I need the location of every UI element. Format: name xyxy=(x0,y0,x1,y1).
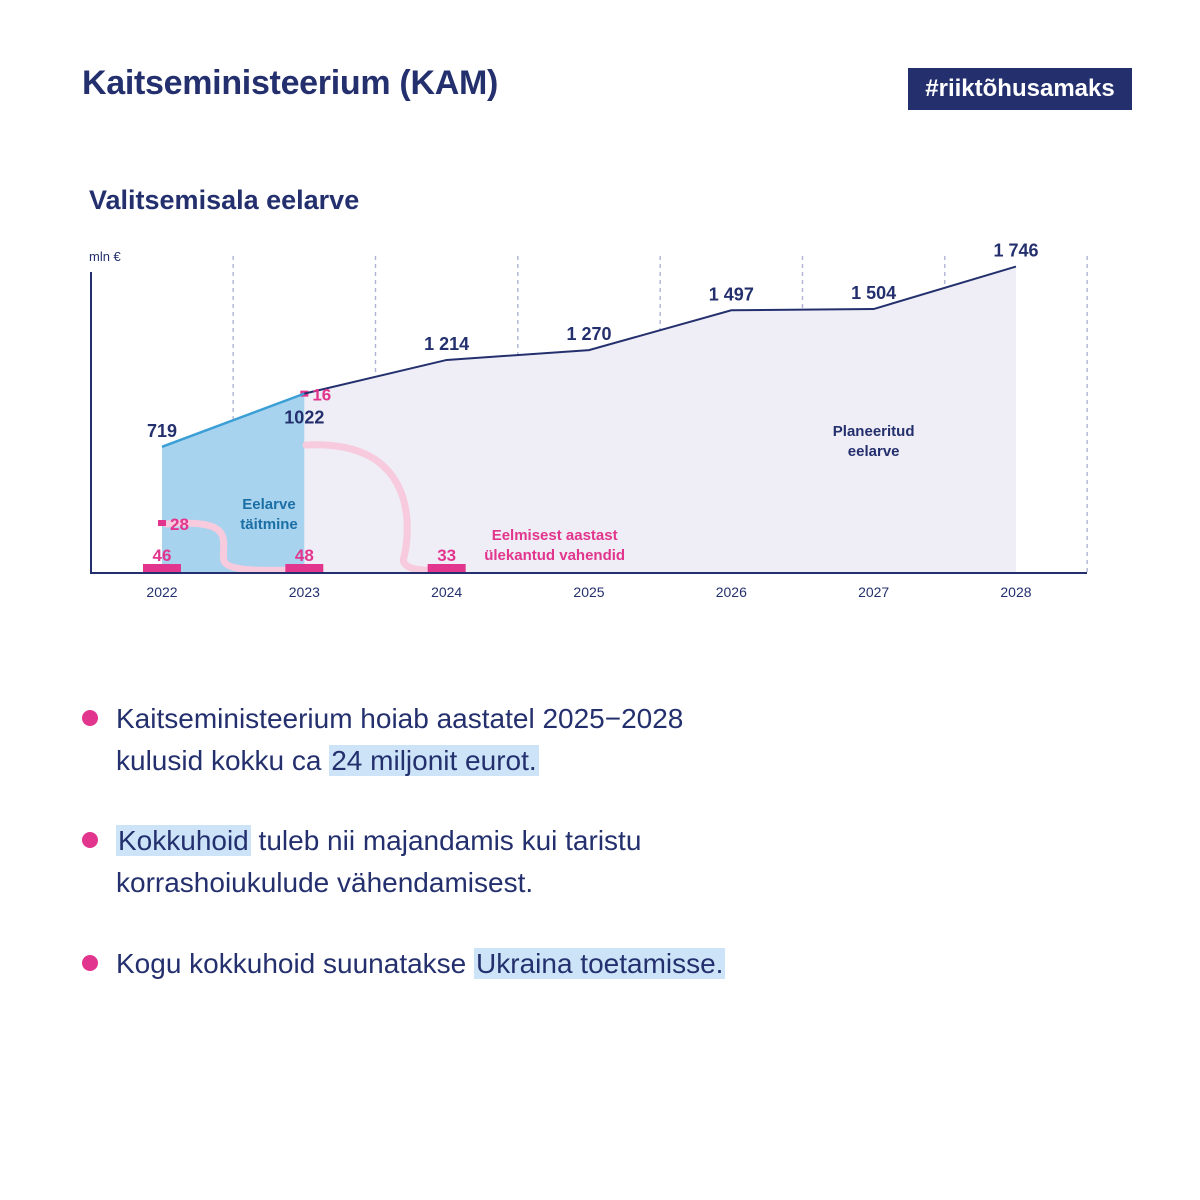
highlighted-text: 24 miljonit eurot. xyxy=(329,745,539,776)
data-label: 719 xyxy=(147,421,177,441)
carryover-curve-2023 xyxy=(302,441,442,574)
bullet-text-segment: kulusid kokku ca xyxy=(116,745,330,776)
carryover-bar xyxy=(427,564,466,573)
x-tick-label: 2023 xyxy=(289,584,320,600)
carryover-value-label: 33 xyxy=(437,546,456,565)
carryover-marker-label: 16 xyxy=(312,386,331,405)
x-tick-label: 2026 xyxy=(716,584,747,600)
bullet-line: Kaitseministeerium hoiab aastatel 2025−2… xyxy=(116,698,976,740)
annotation-label: Eelarve xyxy=(242,496,295,513)
hashtag-badge: #riiktõhusamaks xyxy=(908,68,1132,110)
highlighted-text: Kokkuhoid xyxy=(116,825,251,856)
carryover-marker xyxy=(158,520,166,526)
bullet-line: Kokkuhoid tuleb nii majandamis kui taris… xyxy=(116,820,976,862)
chart-title: Valitsemisala eelarve xyxy=(89,185,360,215)
data-label: 1 270 xyxy=(566,324,611,344)
data-label: 1022 xyxy=(284,408,324,428)
bullet-text-segment: Kogu kokkuhoid suunatakse xyxy=(116,948,475,979)
carryover-curve-2022 xyxy=(162,519,300,574)
annotation-label: Planeeritud xyxy=(833,423,915,440)
data-label: 1 504 xyxy=(851,283,896,303)
bullet-text: Kogu kokkuhoid suunatakse Ukraina toetam… xyxy=(116,943,976,985)
carryover-bar xyxy=(143,564,181,573)
bullet-text: Kokkuhoid tuleb nii majandamis kui taris… xyxy=(116,820,976,904)
x-tick-label: 2025 xyxy=(573,584,604,600)
bullet-dot xyxy=(82,955,98,971)
budget-execution-area xyxy=(162,393,305,573)
carryover-value-label: 46 xyxy=(153,546,172,565)
annotation-label: ülekantud vahendid xyxy=(484,547,625,564)
x-tick-label: 2028 xyxy=(1000,584,1031,600)
data-label: 1 497 xyxy=(709,284,754,304)
bullet-text-segment: tuleb nii majandamis kui taristu xyxy=(250,825,642,856)
planned-budget-line xyxy=(304,265,1017,395)
budget-chart: 46 48 33 28 16 mln € 2022 2023 2024 2025 2026 2027 2… xyxy=(89,241,1088,600)
bullet-dot xyxy=(82,832,98,848)
budget-execution-line xyxy=(161,392,305,448)
planned-budget-area xyxy=(304,266,1016,573)
y-axis-unit: mln € xyxy=(89,249,122,264)
bullet-line: kulusid kokku ca 24 miljonit eurot. xyxy=(116,740,976,782)
annotation-label: täitmine xyxy=(240,516,298,533)
bullet-dot xyxy=(82,710,98,726)
highlighted-text: Ukraina toetamisse. xyxy=(474,948,726,979)
bullet-line: korrashoiukulude vähendamisest. xyxy=(116,862,976,904)
page-title: Kaitseministeerium (KAM) xyxy=(82,64,498,102)
bullet-text-segment: korrashoiukulude vähendamisest. xyxy=(116,867,534,898)
carryover-bar xyxy=(285,564,324,573)
x-tick-label: 2022 xyxy=(146,584,177,600)
annotation-label: Eelmisest aastast xyxy=(492,527,618,544)
x-tick-label: 2027 xyxy=(858,584,889,600)
bullet-text: Kaitseministeerium hoiab aastatel 2025−2… xyxy=(116,698,976,782)
carryover-value-label: 48 xyxy=(295,546,314,565)
bullet-line: Kogu kokkuhoid suunatakse Ukraina toetam… xyxy=(116,943,976,985)
annotation-label: eelarve xyxy=(848,443,900,460)
bullet-text-segment: Kaitseministeerium hoiab aastatel 2025−2… xyxy=(116,703,684,734)
carryover-marker-label: 28 xyxy=(170,515,189,534)
x-tick-label: 2024 xyxy=(431,584,462,600)
data-label: 1 214 xyxy=(424,334,469,354)
data-label: 1 746 xyxy=(993,241,1038,261)
